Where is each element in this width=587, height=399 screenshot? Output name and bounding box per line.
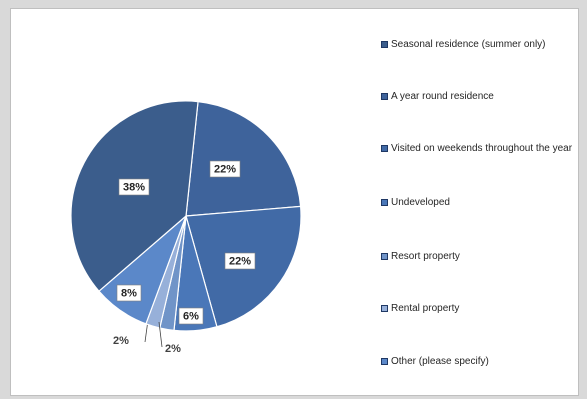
legend-swatch-4 [381,199,388,206]
legend-label-5: Resort property [391,251,460,262]
chart-area: 22% 22% 6% 2% 2% 8% 38% Seasonal residence (su… [10,8,579,396]
legend-item-5: Resort property [381,251,576,263]
legend-label-1: Seasonal residence (summer only) [391,39,546,50]
legend-swatch-5 [381,253,388,260]
legend-swatch-6 [381,305,388,312]
data-label-3: 22% [229,255,251,267]
legend-item-4: Undeveloped [381,197,576,209]
legend-swatch-1 [381,41,388,48]
legend-label-4: Undeveloped [391,197,450,208]
data-label-7: 8% [121,287,137,299]
data-label-box-7 [116,284,142,302]
pie-slice-1 [70,100,199,292]
legend-swatch-3 [381,145,388,152]
legend-label-7: Other (please specify) [391,356,489,367]
leader-line-6 [158,321,163,348]
data-label-1: 38% [123,181,145,193]
legend-item-2: A year round residence [381,91,576,103]
legend-label-2: A year round residence [391,91,494,102]
pie-slice-2 [185,100,302,217]
legend-item-1: Seasonal residence (summer only) [381,39,576,51]
legend-label-6: Rental property [391,303,460,314]
data-label-6: 2% [165,343,181,355]
data-label-4: 6% [183,310,199,322]
data-label-box-4 [178,307,204,325]
legend-swatch-2 [381,93,388,100]
data-label-box-3 [224,252,256,270]
legend-label-3: Visited on weekends throughout the year [391,143,573,154]
data-label-5: 2% [113,335,129,347]
data-label-box-1 [118,178,150,196]
legend-item-7: Other (please specify) [381,356,576,368]
pie-chart: 22% 22% 6% 2% 2% 8% 38% [70,100,302,355]
legend-swatch-7 [381,358,388,365]
data-label-box-2 [209,160,241,178]
data-label-2: 22% [214,163,236,175]
legend-item-3: Visited on weekends throughout the year [381,143,576,155]
legend-item-6: Rental property [381,303,576,315]
